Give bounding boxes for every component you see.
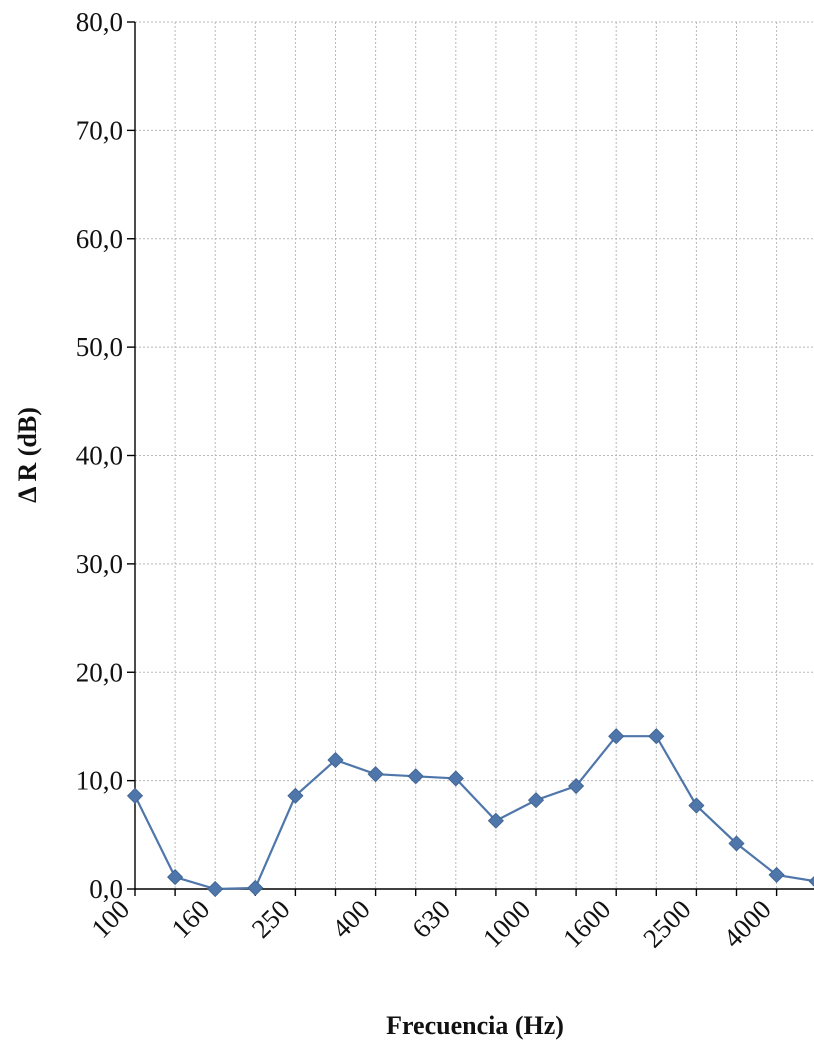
x-tick-label: 1000 <box>477 894 536 953</box>
data-point <box>608 728 625 745</box>
data-point <box>648 728 665 745</box>
data-point <box>688 797 705 814</box>
data-point <box>527 792 545 809</box>
data-point <box>768 866 785 883</box>
data-point <box>247 879 264 896</box>
y-tick-label: 20,0 <box>76 657 123 687</box>
data-point <box>126 787 144 804</box>
data-point <box>568 777 585 795</box>
x-tick-label: 250 <box>246 894 296 944</box>
y-tick-label: 60,0 <box>76 224 123 254</box>
y-tick-label: 40,0 <box>76 441 123 471</box>
x-tick-label: 160 <box>166 894 216 944</box>
data-point <box>367 766 384 783</box>
x-tick-labels: 100 160 250 400 630 1000 1600 2500 4000 <box>85 894 776 953</box>
y-tick-label: 0,0 <box>89 874 123 904</box>
x-tick-label: 4000 <box>717 894 776 953</box>
y-tick-label: 50,0 <box>76 332 123 362</box>
x-tick-label: 400 <box>326 894 376 944</box>
x-tick-label: 1600 <box>557 894 616 953</box>
x-axis-label: Frecuencia (Hz) <box>386 1011 564 1040</box>
y-tick-label: 70,0 <box>76 115 123 145</box>
axes <box>127 21 814 896</box>
x-tick-label: 630 <box>406 894 456 944</box>
x-tick-label: 2500 <box>637 894 696 953</box>
y-tick-label: 80,0 <box>76 7 123 37</box>
data-point <box>207 880 224 898</box>
data-point <box>447 770 464 787</box>
data-point <box>728 835 745 852</box>
gridlines <box>135 21 814 889</box>
data-point <box>167 869 184 886</box>
y-tick-label: 10,0 <box>76 766 123 796</box>
series <box>126 728 814 898</box>
data-point <box>407 768 424 785</box>
series-line <box>134 735 814 891</box>
y-axis-label: Δ R (dB) <box>13 407 42 503</box>
data-point <box>287 787 304 804</box>
y-tick-label: 30,0 <box>76 549 123 579</box>
data-point <box>327 751 344 769</box>
data-point <box>808 876 814 887</box>
data-point <box>487 812 504 829</box>
y-tick-labels: 0,0 10,0 20,0 30,0 40,0 50,0 60,0 70,0 80,0 <box>76 7 123 904</box>
